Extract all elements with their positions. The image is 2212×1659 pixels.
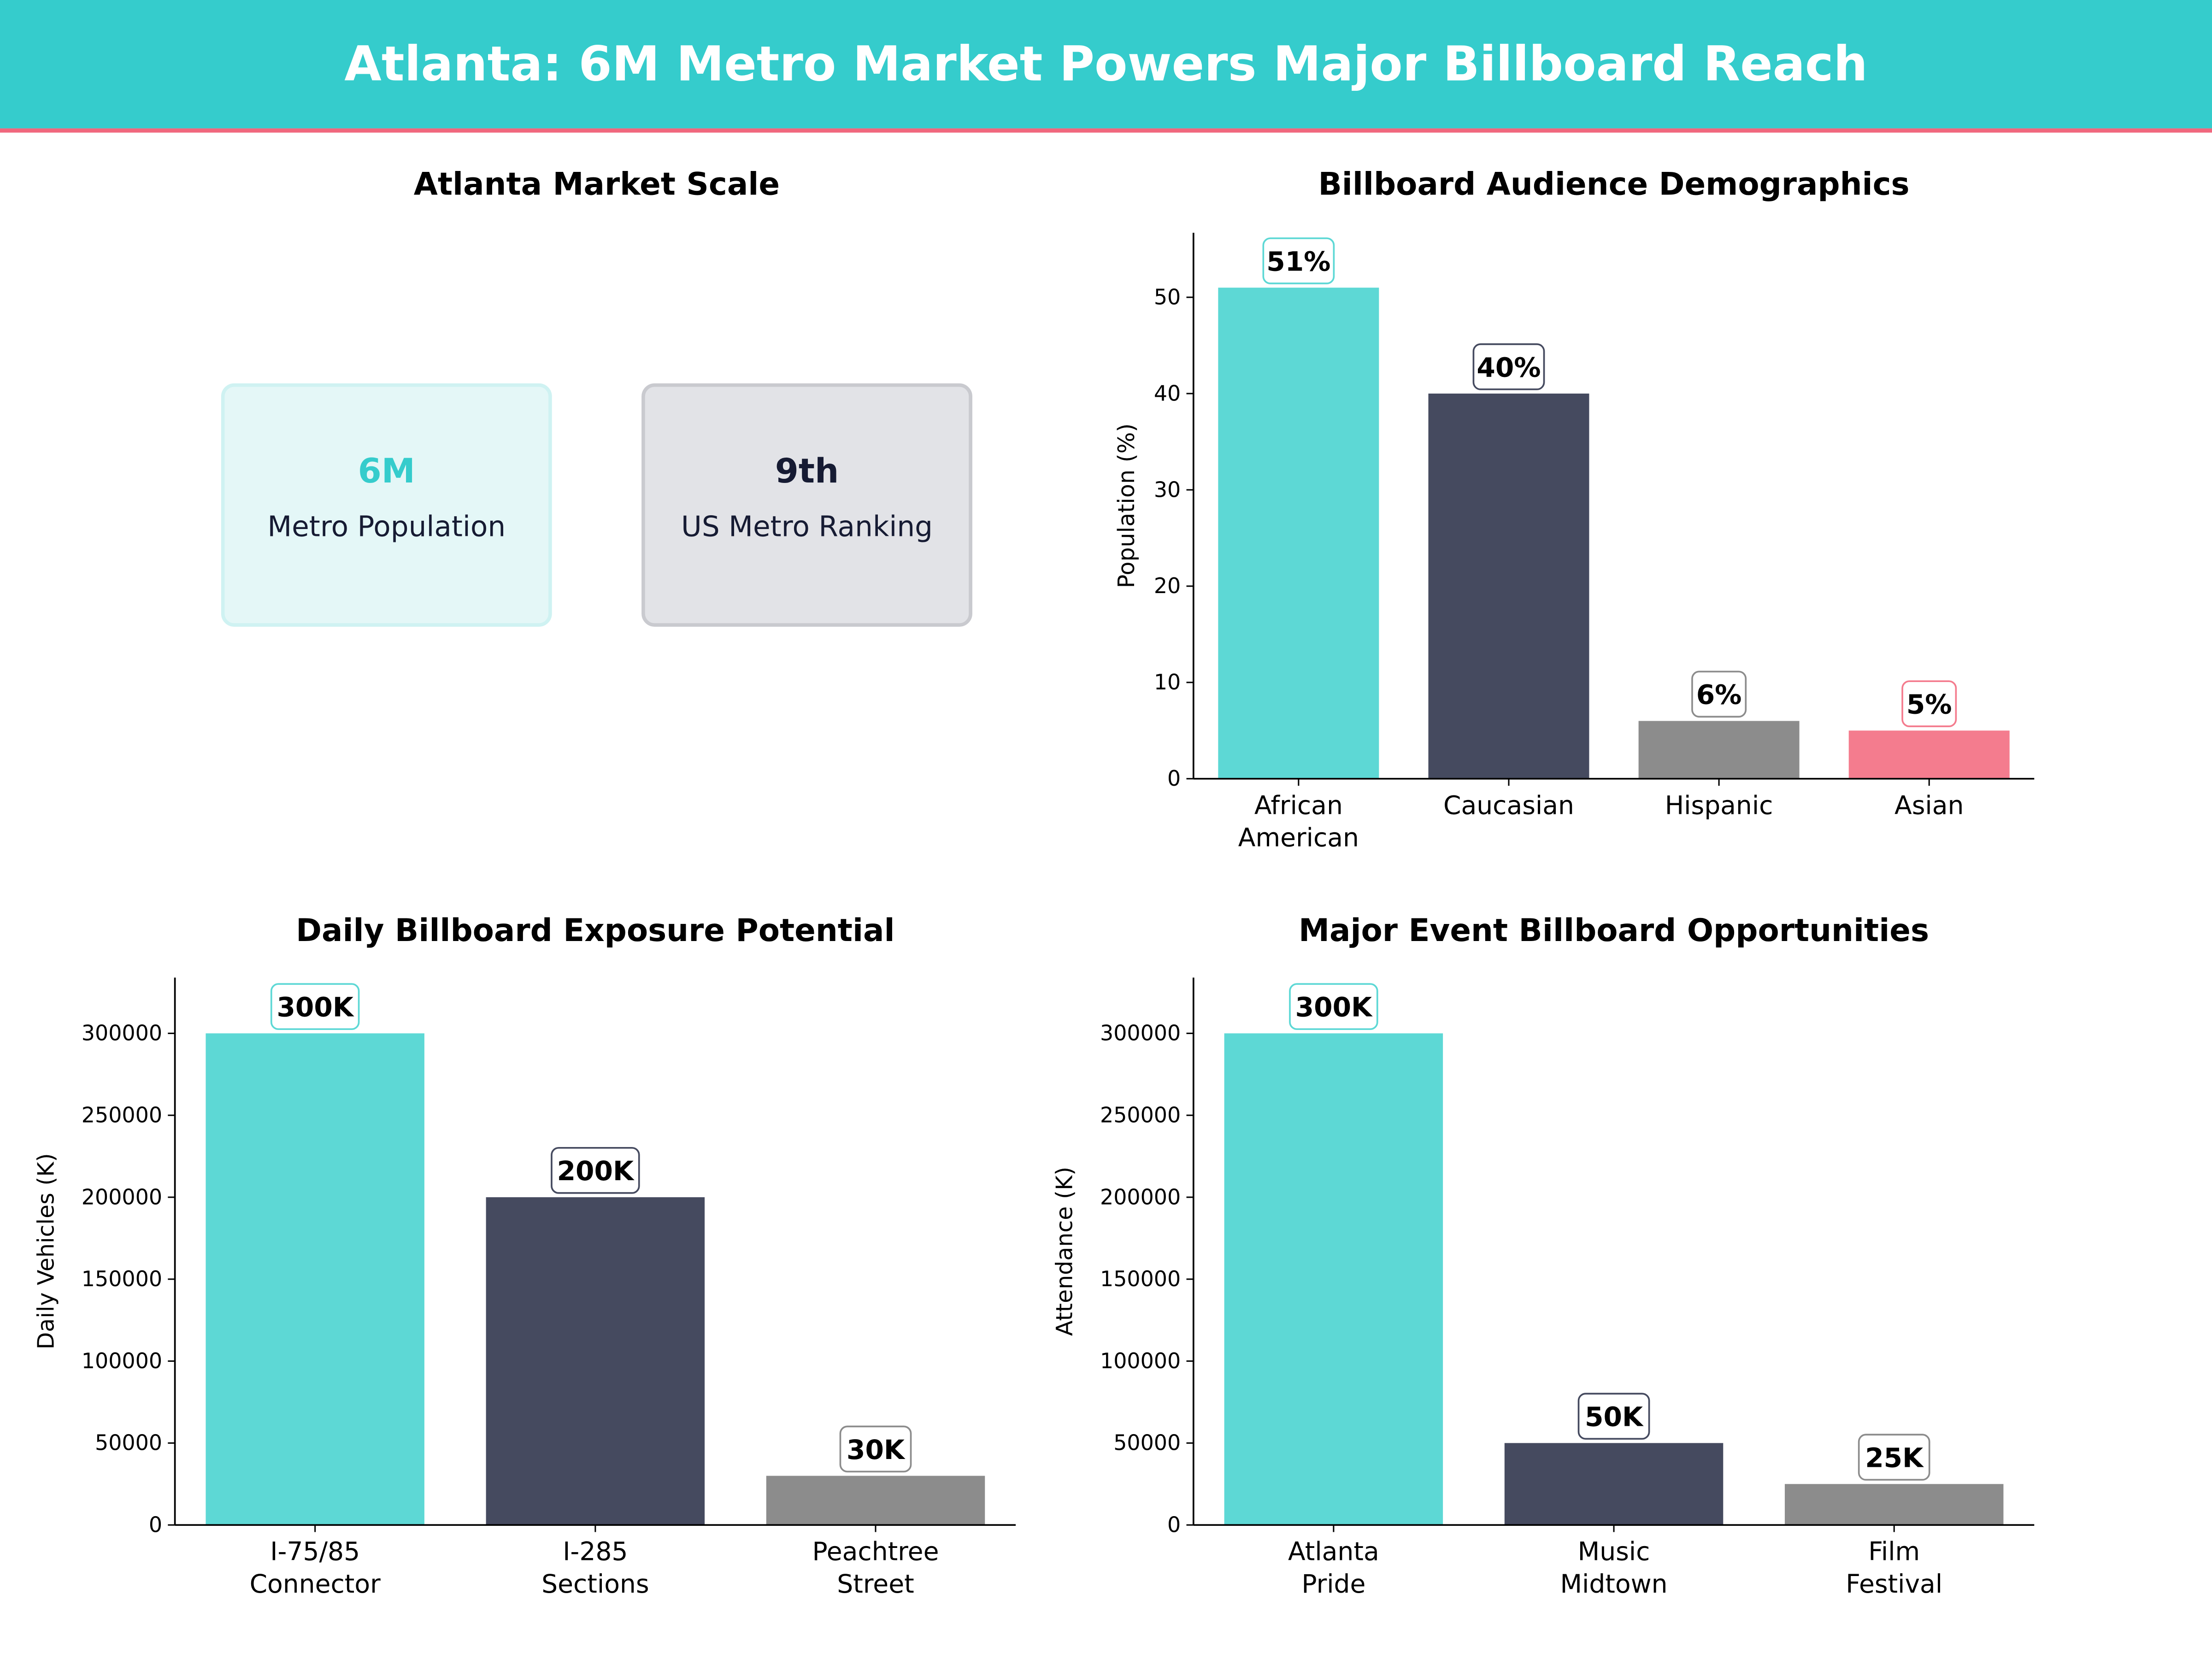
x-tick-label: Sections xyxy=(541,1569,649,1599)
header-accent-line xyxy=(0,128,2212,133)
y-tick-label: 250000 xyxy=(82,1102,162,1127)
y-axis-label: Daily Vehicles (K) xyxy=(33,1153,59,1349)
chart-title: Billboard Audience Demographics xyxy=(1318,165,1909,202)
chart-title: Daily Billboard Exposure Potential xyxy=(296,912,894,948)
stat-card-ranking: 9th US Metro Ranking xyxy=(641,383,972,627)
x-tick-label: Festival xyxy=(1846,1569,1942,1599)
demographics-chart: Billboard Audience Demographics Populatio… xyxy=(1113,165,2035,853)
data-label: 200K xyxy=(557,1155,635,1187)
y-tick-label: 150000 xyxy=(82,1266,162,1291)
x-tick-label: Atlanta xyxy=(1288,1537,1379,1566)
y-axis-label: Attendance (K) xyxy=(1052,1167,1078,1336)
y-tick-label: 50000 xyxy=(95,1430,162,1455)
x-tick-label: Music xyxy=(1578,1537,1650,1566)
y-tick-label: 250000 xyxy=(1100,1102,1181,1127)
data-label-box xyxy=(1472,343,1545,390)
x-tick-label: Street xyxy=(837,1569,914,1599)
data-label: 51% xyxy=(1266,246,1330,277)
y-tick-label: 50 xyxy=(1154,284,1181,309)
y-tick-label: 50000 xyxy=(1113,1430,1181,1455)
data-label: 50K xyxy=(1585,1401,1644,1433)
data-label: 25K xyxy=(1865,1442,1924,1474)
x-tick-label: Connector xyxy=(250,1569,381,1599)
data-label: 5% xyxy=(1906,689,1952,720)
data-label: 300K xyxy=(276,992,354,1023)
data-label-box xyxy=(270,983,360,1030)
y-tick-label: 100000 xyxy=(1100,1348,1181,1373)
stat-value: 6M xyxy=(358,452,415,491)
data-label-box xyxy=(839,1425,912,1473)
header-banner xyxy=(0,0,2212,129)
market-scale-title: Atlanta Market Scale xyxy=(414,165,780,202)
x-tick-label: Peachtree xyxy=(812,1537,939,1566)
y-tick-label: 0 xyxy=(1167,1512,1181,1537)
y-tick-label: 0 xyxy=(149,1512,162,1537)
bar xyxy=(1218,288,1379,779)
bar xyxy=(486,1197,705,1525)
y-tick-label: 10 xyxy=(1154,670,1181,694)
y-tick-label: 300000 xyxy=(1100,1021,1181,1046)
data-label: 300K xyxy=(1295,992,1373,1023)
data-label: 30K xyxy=(847,1434,906,1465)
x-tick-label: Midtown xyxy=(1560,1569,1667,1599)
y-tick-label: 200000 xyxy=(1100,1184,1181,1209)
stat-card-population: 6M Metro Population xyxy=(221,383,552,627)
y-tick-label: 150000 xyxy=(1100,1266,1181,1291)
stat-value: 9th xyxy=(775,452,839,491)
x-tick-label: Film xyxy=(1868,1537,1920,1566)
data-label-box xyxy=(1262,237,1335,284)
data-label: 6% xyxy=(1696,679,1742,711)
page-title: Atlanta: 6M Metro Market Powers Major Bi… xyxy=(344,35,1867,92)
y-tick-label: 30 xyxy=(1154,477,1181,502)
data-label-box xyxy=(1691,671,1747,718)
chart-title: Major Event Billboard Opportunities xyxy=(1299,912,1929,948)
stat-label: US Metro Ranking xyxy=(681,510,933,543)
x-tick-label: Pride xyxy=(1301,1569,1365,1599)
bar xyxy=(1224,1033,1443,1525)
y-tick-label: 40 xyxy=(1154,381,1181,406)
data-label-box xyxy=(1289,983,1378,1030)
x-tick-label: American xyxy=(1238,823,1359,853)
y-tick-label: 200000 xyxy=(82,1184,162,1209)
events-chart: Major Event Billboard Opportunities Atten… xyxy=(1052,912,2035,1599)
data-label-box xyxy=(1577,1393,1650,1440)
data-label-box xyxy=(551,1147,640,1194)
data-label-box xyxy=(1858,1434,1930,1481)
x-tick-label: Hispanic xyxy=(1665,790,1773,820)
bar xyxy=(1848,730,2010,779)
x-tick-label: Asian xyxy=(1894,790,1964,820)
x-tick-label: I-75/85 xyxy=(270,1537,360,1566)
y-axis-label: Population (%) xyxy=(1113,424,1140,588)
bar xyxy=(1428,394,1589,779)
bar xyxy=(1504,1443,1724,1525)
bar xyxy=(1784,1484,2004,1525)
bar xyxy=(1638,721,1800,779)
x-tick-label: Caucasian xyxy=(1443,790,1574,820)
y-tick-label: 20 xyxy=(1154,573,1181,598)
stat-label: Metro Population xyxy=(267,510,506,543)
bar xyxy=(766,1476,985,1525)
data-label: 40% xyxy=(1477,352,1541,383)
y-tick-label: 0 xyxy=(1167,766,1181,791)
exposure-chart: Daily Billboard Exposure Potential Daily … xyxy=(33,912,1016,1599)
x-tick-label: I-285 xyxy=(563,1537,628,1566)
y-tick-label: 100000 xyxy=(82,1348,162,1373)
y-tick-label: 300000 xyxy=(82,1021,162,1046)
bar xyxy=(206,1033,424,1525)
x-tick-label: African xyxy=(1254,790,1343,820)
data-label-box xyxy=(1901,680,1957,727)
